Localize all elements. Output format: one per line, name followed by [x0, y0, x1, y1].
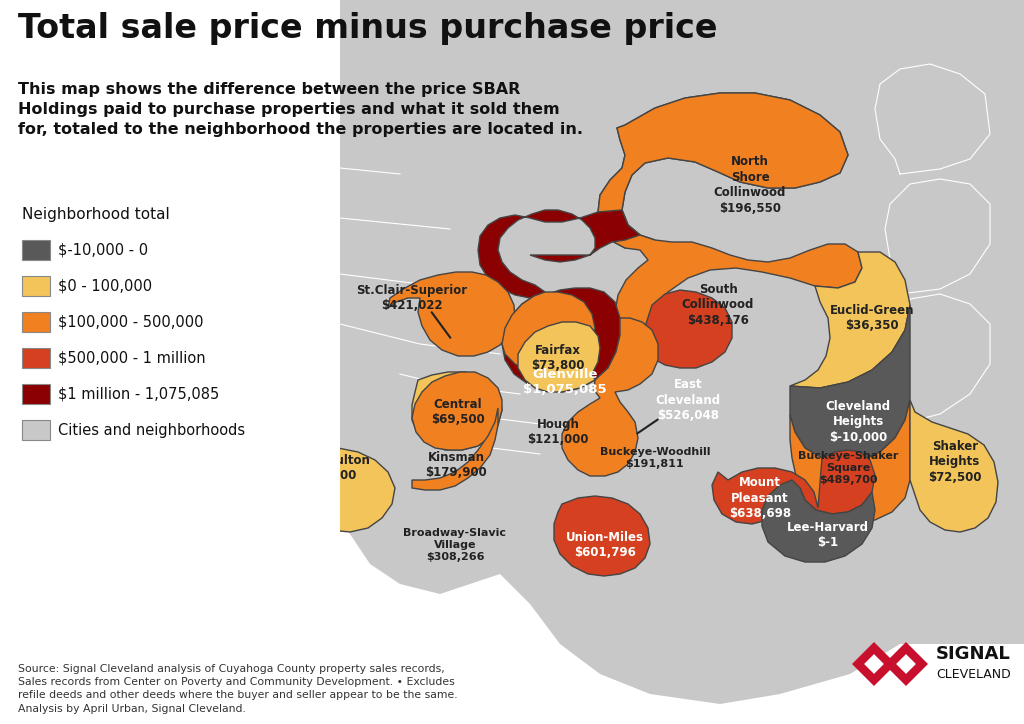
Text: St.Clair-Superior
$421,022: St.Clair-Superior $421,022 [356, 284, 468, 312]
Polygon shape [562, 318, 658, 476]
Polygon shape [388, 272, 515, 356]
Text: Lee-Harvard
$-1: Lee-Harvard $-1 [787, 521, 869, 550]
Bar [22, 240, 50, 260]
Text: $500,000 - 1 million: $500,000 - 1 million [58, 350, 206, 366]
Polygon shape [910, 400, 998, 532]
Text: Total sale price minus purchase price: Total sale price minus purchase price [18, 12, 718, 45]
Text: Broadway-Slavic
Village
$308,266: Broadway-Slavic Village $308,266 [403, 528, 507, 562]
Polygon shape [0, 0, 310, 374]
Polygon shape [45, 495, 158, 575]
Polygon shape [790, 305, 910, 462]
Bar [22, 276, 50, 296]
Polygon shape [478, 210, 640, 392]
Polygon shape [864, 654, 884, 674]
Bar [22, 420, 50, 440]
Text: Source: Signal Cleveland analysis of Cuyahoga County property sales records,
Sal: Source: Signal Cleveland analysis of Cuy… [18, 664, 458, 714]
Text: East
Cleveland
$526,048: East Cleveland $526,048 [655, 378, 721, 422]
Polygon shape [712, 450, 874, 524]
Text: $100,000 - 500,000: $100,000 - 500,000 [58, 314, 204, 329]
Text: CLEVELAND: CLEVELAND [936, 668, 1011, 681]
Polygon shape [412, 408, 498, 490]
Text: Euclid-Green
$36,350: Euclid-Green $36,350 [829, 304, 914, 332]
Text: $-10,000 - 0: $-10,000 - 0 [58, 243, 148, 258]
Polygon shape [300, 0, 1024, 704]
Text: Stockyards
$43,500: Stockyards $43,500 [181, 438, 255, 466]
Polygon shape [790, 400, 910, 522]
Text: Shaker
Heights
$72,500: Shaker Heights $72,500 [928, 440, 982, 484]
Text: Union-Miles
$601,796: Union-Miles $601,796 [566, 531, 644, 559]
Polygon shape [762, 480, 874, 562]
Text: Hough
$121,000: Hough $121,000 [527, 418, 589, 446]
Text: Kinsman
$179,900: Kinsman $179,900 [425, 451, 486, 479]
Bar [0, 0, 340, 724]
Text: Buckeye-Woodhill
$191,811: Buckeye-Woodhill $191,811 [600, 447, 711, 469]
Text: Clark-Fulton
$31,000: Clark-Fulton $31,000 [290, 454, 371, 482]
Bar [22, 312, 50, 332]
Polygon shape [282, 448, 395, 532]
Text: Central
$69,500: Central $69,500 [431, 397, 485, 426]
Text: South
Collinwood
$438,176: South Collinwood $438,176 [682, 283, 755, 327]
Polygon shape [150, 440, 282, 520]
Text: North
Shore
Collinwood
$196,550: North Shore Collinwood $196,550 [714, 155, 786, 215]
Text: Mount
Pleasant
$638,698: Mount Pleasant $638,698 [729, 476, 792, 520]
Text: West
Boulevard
$21,000: West Boulevard $21,000 [75, 490, 141, 534]
Text: This map shows the difference between the price SBAR
Holdings paid to purchase p: This map shows the difference between th… [18, 82, 583, 137]
Text: SIGNAL: SIGNAL [936, 645, 1011, 663]
Polygon shape [852, 642, 896, 686]
Bar [22, 384, 50, 404]
Polygon shape [554, 496, 650, 576]
Text: $0 - 100,000: $0 - 100,000 [58, 279, 153, 293]
Polygon shape [502, 292, 595, 376]
Polygon shape [598, 93, 862, 348]
Text: Cleveland
Heights
$-10,000: Cleveland Heights $-10,000 [825, 400, 891, 444]
Polygon shape [790, 252, 910, 388]
Text: Cities and neighborhoods: Cities and neighborhoods [58, 423, 245, 437]
Polygon shape [884, 642, 928, 686]
Polygon shape [412, 372, 502, 450]
Text: Buckeye-Shaker
Square
$489,700: Buckeye-Shaker Square $489,700 [798, 451, 898, 485]
Text: Fairfax
$73,800: Fairfax $73,800 [531, 344, 585, 372]
Text: Neighborhood total: Neighborhood total [22, 207, 170, 222]
Polygon shape [518, 322, 600, 392]
Polygon shape [896, 654, 915, 674]
Text: $1 million - 1,075,085: $1 million - 1,075,085 [58, 387, 219, 402]
Polygon shape [598, 93, 848, 248]
Bar [22, 348, 50, 368]
Polygon shape [644, 290, 732, 368]
Text: Glenville
$1,075,085: Glenville $1,075,085 [523, 368, 607, 396]
Polygon shape [412, 372, 502, 450]
